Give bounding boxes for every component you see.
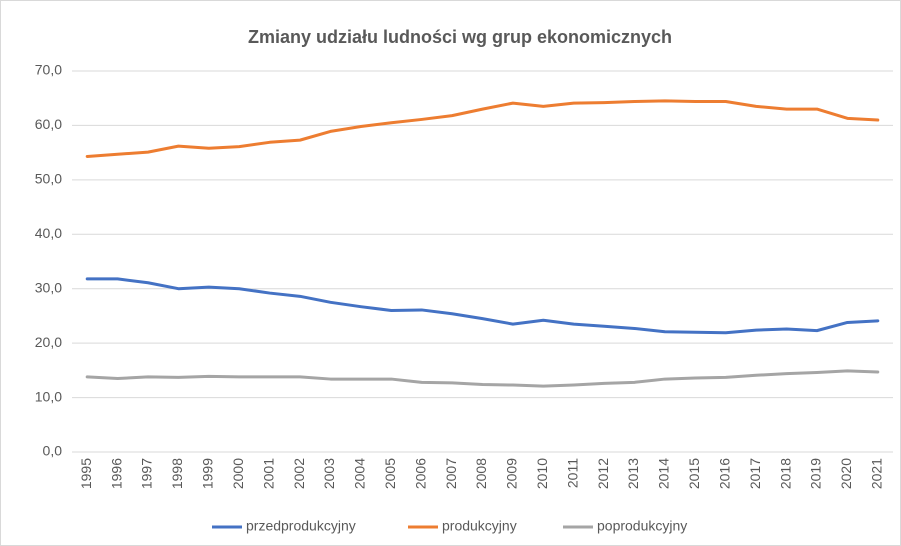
x-tick-label: 1997: [139, 458, 155, 489]
x-tick-label: 1995: [78, 458, 94, 489]
x-tick-label: 2016: [716, 458, 732, 489]
y-tick-label: 40,0: [35, 225, 62, 241]
y-tick-label: 0,0: [43, 443, 63, 459]
x-tick-label: 2021: [868, 458, 884, 489]
x-tick-label: 1999: [200, 458, 216, 489]
x-tick-label: 2017: [747, 458, 763, 489]
y-tick-label: 50,0: [35, 171, 62, 187]
x-tick-label: 2007: [443, 458, 459, 489]
x-tick-label: 2014: [656, 458, 672, 489]
y-tick-label: 20,0: [35, 334, 62, 350]
legend-label: przedprodukcyjny: [246, 518, 356, 534]
y-tick-label: 10,0: [35, 388, 62, 404]
x-tick-label: 2001: [260, 458, 276, 489]
x-tick-label: 2003: [321, 458, 337, 489]
y-tick-label: 60,0: [35, 116, 62, 132]
line-series: [85, 369, 880, 388]
legend-label: poprodukcyjny: [597, 518, 687, 534]
x-tick-label: 2010: [534, 458, 550, 489]
x-tick-label: 2004: [352, 458, 368, 489]
x-tick-label: 2013: [625, 458, 641, 489]
x-tick-label: 2009: [504, 458, 520, 489]
chart-title: Zmiany udziału ludności wg grup ekonomic…: [248, 27, 672, 47]
x-tick-label: 2018: [777, 458, 793, 489]
x-tick-label: 2005: [382, 458, 398, 489]
x-tick-label: 2015: [686, 458, 702, 489]
x-tick-label: 2011: [564, 458, 580, 488]
x-tick-label: 2020: [838, 458, 854, 489]
x-tick-label: 2012: [595, 458, 611, 489]
x-tick-label: 1996: [108, 458, 124, 489]
y-tick-label: 30,0: [35, 279, 62, 295]
x-tick-label: 1998: [169, 458, 185, 489]
x-tick-label: 2019: [808, 458, 824, 489]
x-tick-label: 2008: [473, 458, 489, 489]
line-series: [85, 99, 880, 158]
line-series: [85, 277, 880, 335]
x-tick-label: 2002: [291, 458, 307, 489]
x-tick-label: 2000: [230, 458, 246, 489]
y-tick-label: 70,0: [35, 62, 62, 78]
x-tick-label: 2006: [412, 458, 428, 489]
legend-label: produkcyjny: [442, 518, 517, 534]
